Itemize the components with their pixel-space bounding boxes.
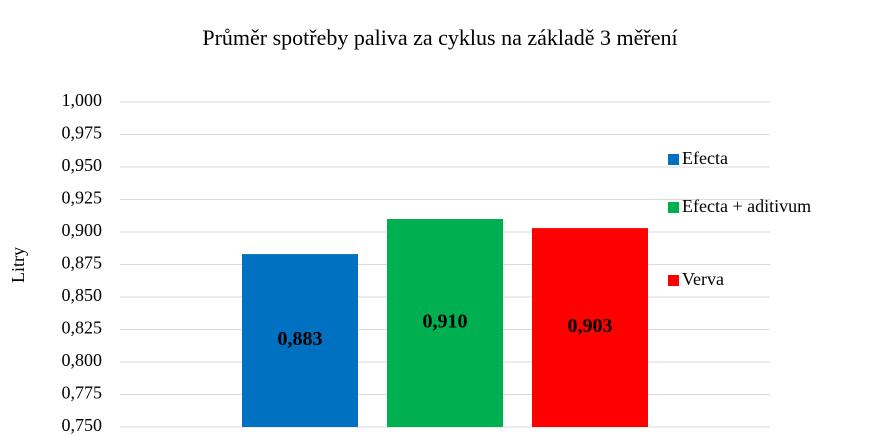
- y-tick-label: 0,800: [62, 350, 103, 370]
- y-tick-label: 0,775: [62, 383, 103, 403]
- value-label: 0,903: [568, 315, 613, 337]
- y-tick-label: 0,750: [62, 415, 103, 435]
- y-tick-label: 1,000: [62, 90, 103, 110]
- y-tick-label: 0,825: [62, 318, 103, 338]
- y-tick-label: 0,900: [62, 220, 103, 240]
- legend-label: Efecta: [682, 148, 728, 168]
- y-tick-label: 0,850: [62, 285, 103, 305]
- bar: [532, 228, 648, 427]
- value-label: 0,883: [278, 328, 323, 350]
- legend-label: Verva: [682, 269, 724, 289]
- legend-label: Efecta + aditivum: [682, 196, 811, 216]
- legend-swatch: [668, 275, 679, 286]
- bar: [387, 219, 503, 427]
- y-tick-label: 0,975: [62, 123, 103, 143]
- y-axis-label: Litry: [8, 247, 28, 283]
- y-tick-label: 0,875: [62, 253, 103, 273]
- bar: [242, 254, 358, 427]
- y-tick-label: 0,925: [62, 188, 103, 208]
- y-tick-label: 0,950: [62, 155, 103, 175]
- chart-title: Průměr spotřeby paliva za cyklus na zákl…: [202, 25, 677, 50]
- value-label: 0,910: [423, 311, 468, 333]
- legend-swatch: [668, 154, 679, 165]
- legend-swatch: [668, 202, 679, 213]
